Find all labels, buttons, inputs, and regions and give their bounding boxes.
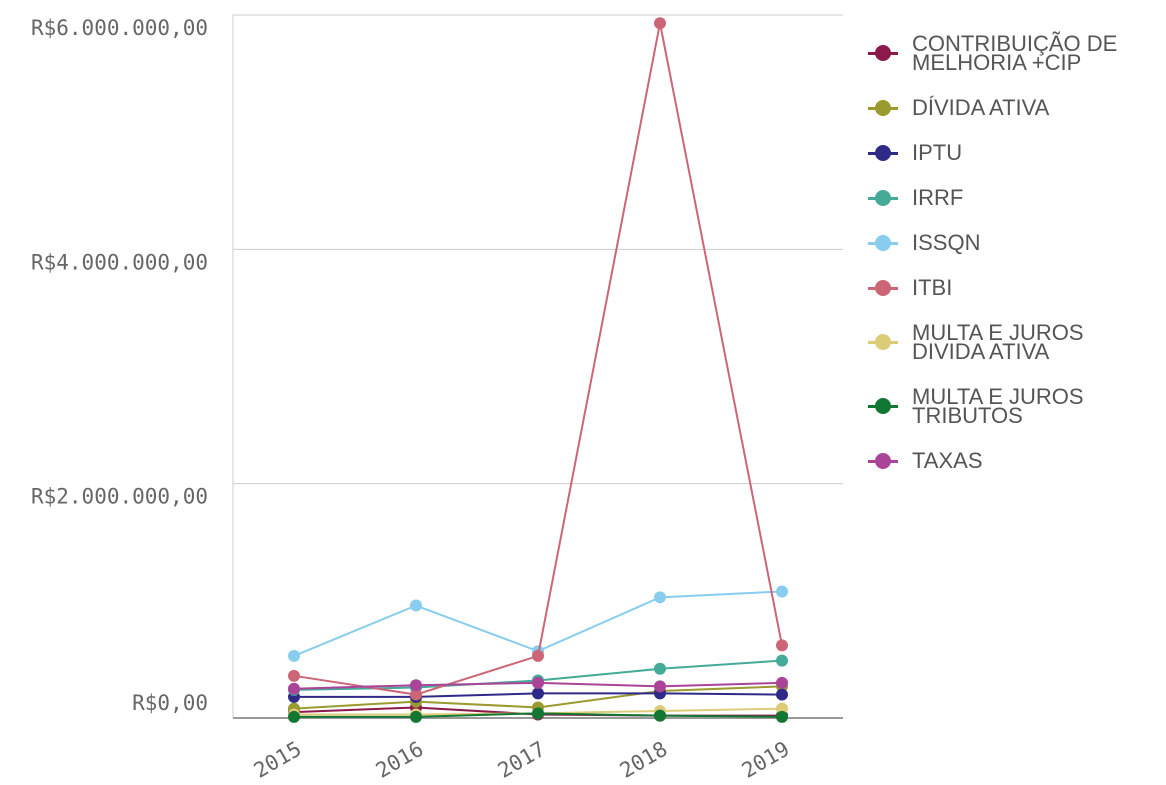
y-tick-label: R$0,00	[132, 691, 208, 715]
legend-item: MULTA E JUROS DIVIDA ATIVA	[868, 320, 1158, 364]
x-tick-label: 2017	[494, 737, 550, 783]
data-point	[410, 710, 422, 723]
data-point	[776, 585, 788, 598]
data-point	[288, 710, 300, 723]
y-tick-label: R$2.000.000,00	[31, 485, 208, 509]
legend-symbol	[868, 189, 898, 206]
legend-label: TAXAS	[912, 448, 983, 473]
y-tick-label: R$6.000.000,00	[31, 16, 208, 40]
legend-label: IRRF	[912, 185, 964, 210]
data-point	[776, 639, 788, 652]
x-tick-label: 2018	[616, 737, 672, 783]
data-point	[654, 17, 666, 30]
data-point	[776, 702, 788, 715]
legend-item: ITBI	[868, 275, 1158, 300]
y-tick-label: R$4.000.000,00	[31, 250, 208, 274]
legend-symbol	[868, 234, 898, 251]
legend-label: CONTRIBUIÇÃO DE MELHORIA +CIP	[912, 31, 1118, 75]
chart: R$0,00 R$2.000.000,00 R$4.000.000,00 R$6.00…	[31, 14, 843, 783]
x-tick-label: 2019	[738, 737, 794, 783]
legend-label: ITBI	[912, 275, 953, 300]
legend-item: TAXAS	[868, 448, 1158, 473]
data-point	[776, 710, 788, 723]
legend-symbol	[868, 398, 898, 414]
data-point	[654, 662, 666, 675]
legend-label: ISSQN	[912, 230, 981, 255]
data-point	[654, 709, 666, 722]
legend-symbol	[868, 45, 898, 61]
legend-item: ISSQN	[868, 230, 1158, 255]
legend: CONTRIBUIÇÃO DE MELHORIA +CIP DÍVIDA ATIV…	[868, 31, 1158, 496]
legend-label: MULTA E JUROS DIVIDA ATIVA	[912, 320, 1084, 364]
legend-label: DÍVIDA ATIVA	[912, 95, 1050, 120]
data-point	[532, 649, 544, 662]
legend-item: IRRF	[868, 185, 1158, 210]
legend-symbol	[868, 144, 898, 161]
legend-symbol	[868, 452, 898, 469]
data-point	[410, 679, 422, 692]
legend-item: DÍVIDA ATIVA	[868, 95, 1158, 120]
legend-symbol	[868, 279, 898, 296]
data-point	[410, 688, 422, 701]
legend-item: CONTRIBUIÇÃO DE MELHORIA +CIP	[868, 31, 1158, 75]
legend-item: MULTA E JUROS TRIBUTOS	[868, 384, 1158, 428]
data-point	[532, 687, 544, 700]
data-point	[532, 676, 544, 689]
legend-symbol	[868, 334, 898, 350]
data-point	[654, 680, 666, 693]
legend-item: IPTU	[868, 140, 1158, 165]
data-point	[654, 591, 666, 604]
x-tick-label: 2015	[250, 737, 306, 783]
data-point	[288, 682, 300, 695]
legend-symbol	[868, 99, 898, 116]
data-point	[776, 688, 788, 701]
series-line	[293, 23, 783, 696]
data-point	[776, 676, 788, 689]
legend-label: IPTU	[912, 140, 963, 165]
data-point	[776, 654, 788, 667]
data-point	[532, 707, 544, 720]
legend-label: MULTA E JUROS TRIBUTOS	[912, 384, 1084, 428]
data-point	[288, 669, 300, 682]
data-point	[410, 599, 422, 612]
data-point	[288, 649, 300, 662]
x-tick-label: 2016	[372, 737, 428, 783]
